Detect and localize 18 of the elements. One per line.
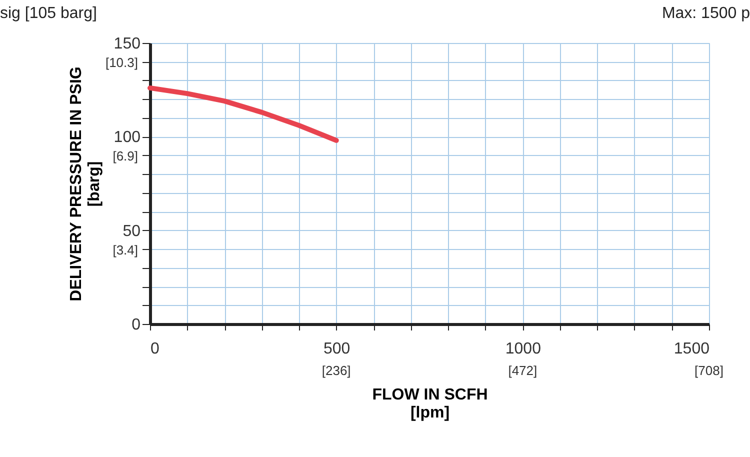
x-tick-label: 0 xyxy=(150,340,160,358)
x-tick-label: 1500 xyxy=(674,340,710,358)
text: [236] xyxy=(322,363,351,378)
y-tick-label: 0 xyxy=(132,316,141,334)
text: [10.3] xyxy=(105,55,138,70)
text: [708] xyxy=(694,363,724,378)
x-tick-label: 500 xyxy=(323,340,350,358)
y-tick-label: 150 xyxy=(114,36,141,52)
text: [6.9] xyxy=(112,148,138,164)
text: Max: 1500 p xyxy=(662,5,750,22)
y-axis-title: DELIVERY PRESSURE IN PSIG [barg] xyxy=(68,66,103,302)
text: [472] xyxy=(508,363,538,378)
y-tick-label: 50 xyxy=(122,222,141,240)
text: sig [105 barg] xyxy=(0,5,97,22)
text: [3.4] xyxy=(112,242,138,258)
x-tick-label: 1000 xyxy=(505,340,542,358)
x-axis-title: FLOW IN SCFH [lpm] xyxy=(372,386,488,422)
y-tick-label: 100 xyxy=(114,129,141,146)
